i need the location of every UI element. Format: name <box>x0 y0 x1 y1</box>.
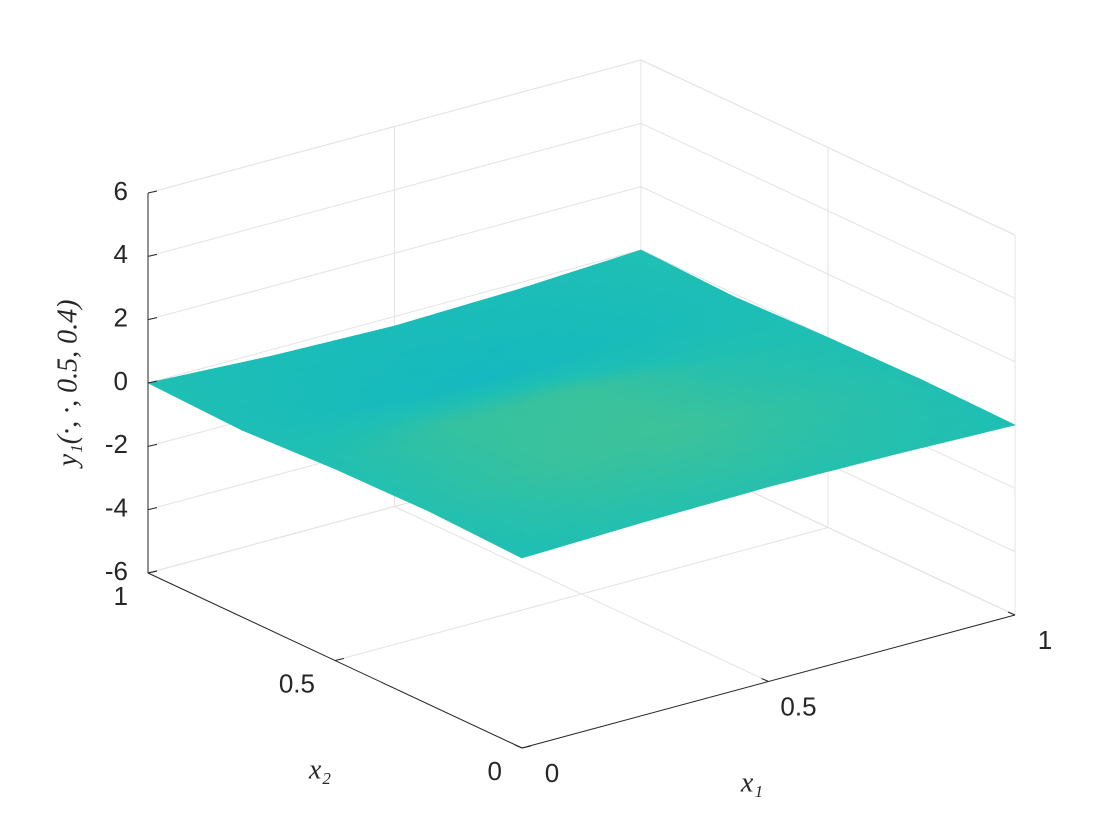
z-tick-label: -2 <box>105 429 128 459</box>
z-tick-label: 6 <box>114 176 128 206</box>
z-tick <box>147 443 158 447</box>
x-tick-label: 0.5 <box>780 691 816 721</box>
x-axis-label: x₁ <box>740 767 763 798</box>
x-tick <box>1007 611 1016 616</box>
z-tick <box>147 507 158 511</box>
y-tick <box>147 570 158 574</box>
y-tick-label: 0 <box>488 756 502 786</box>
y-tick-label: 1 <box>114 581 128 611</box>
y-axis-label: x₂ <box>308 754 331 785</box>
z-tick <box>147 380 158 384</box>
grid-line <box>334 527 829 661</box>
y-tick-label: 0.5 <box>279 668 315 698</box>
surface <box>147 249 1016 559</box>
z-tick-label: -4 <box>105 493 128 523</box>
x-tick-label: 0 <box>545 758 559 788</box>
x-tick-label: 1 <box>1038 625 1052 655</box>
z-tick <box>147 253 158 257</box>
axes: -6 -4 -2 0 2 4 6 0 0.5 1 0 0.5 1 <box>105 176 1052 788</box>
z-axis-label: y₁(·, ·, 0.5, 0.4) <box>52 300 83 470</box>
y-tick <box>521 745 532 749</box>
z-tick-label: 0 <box>114 366 128 396</box>
z-tick-label: 4 <box>114 239 128 269</box>
z-tick-label: -6 <box>105 556 128 586</box>
surface-patch <box>624 249 654 262</box>
z-tick <box>147 317 158 321</box>
x-tick <box>761 678 769 682</box>
z-tick <box>147 190 158 194</box>
z-tick-label: 2 <box>114 303 128 333</box>
x-tick <box>514 744 523 749</box>
y-tick <box>334 658 345 661</box>
